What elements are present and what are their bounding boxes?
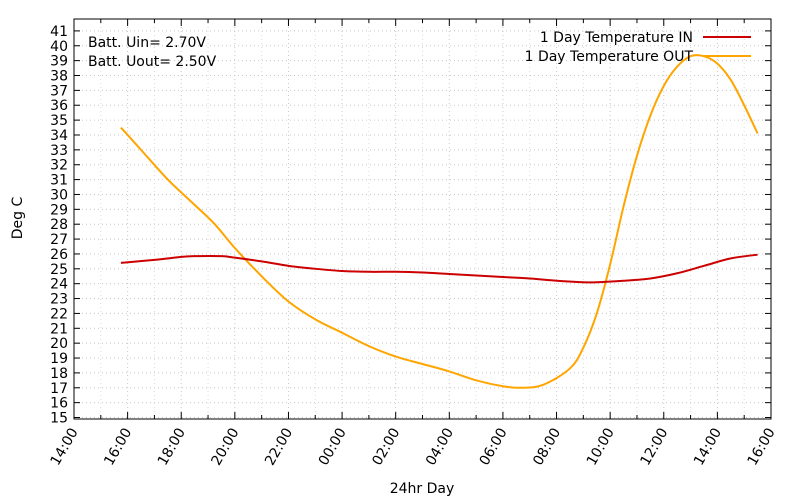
annotation-battery-in: Batt. Uin= 2.70V (88, 35, 206, 51)
y-tick-label: 19 (50, 351, 68, 367)
annotation-battery-out: Batt. Uout= 2.50V (88, 54, 217, 70)
y-tick-label: 28 (50, 217, 68, 233)
y-tick-label: 41 (50, 24, 68, 40)
series-line-temperature-in (120, 253, 758, 284)
y-tick-label: 17 (50, 381, 68, 397)
y-tick-label: 30 (50, 187, 68, 203)
legend-label-out: 1 Day Temperature OUT (525, 49, 694, 65)
y-tick-label: 38 (50, 69, 68, 85)
y-tick-label: 31 (50, 173, 68, 189)
y-tick-label: 36 (50, 98, 68, 114)
y-tick-label: 15 (50, 411, 68, 427)
y-tick-label: 40 (50, 39, 68, 55)
plot-frame (73, 18, 772, 420)
y-tick-label: 22 (50, 306, 68, 322)
y-tick-label: 25 (50, 262, 68, 278)
legend-label-in: 1 Day Temperature IN (540, 30, 693, 46)
series-line-temperature-out (120, 54, 759, 389)
y-axis-label: Deg C (10, 197, 26, 240)
y-tick-label: 21 (50, 321, 68, 337)
y-tick-label: 18 (50, 366, 68, 382)
y-tick-label: 26 (50, 247, 68, 263)
y-tick-label: 20 (50, 336, 68, 352)
y-tick-label: 27 (50, 232, 68, 248)
axis-ticks (73, 19, 772, 419)
legend: 1 Day Temperature IN 1 Day Temperature O… (525, 30, 751, 65)
y-tick-label: 16 (50, 396, 68, 412)
grid (73, 19, 772, 419)
y-tick-label: 39 (50, 54, 68, 70)
y-tick-label: 34 (50, 128, 68, 144)
y-tick-label: 32 (50, 158, 68, 174)
y-tick-label: 33 (50, 143, 68, 159)
y-tick-label: 23 (50, 292, 68, 308)
y-tick-label: 24 (50, 277, 68, 293)
x-axis-label: 24hr Day (390, 481, 455, 497)
y-tick-label: 35 (50, 113, 68, 129)
y-tick-labels: 1516171819202122232425262728293031323334… (50, 24, 68, 427)
series-layer (120, 54, 759, 389)
y-tick-label: 29 (50, 202, 68, 218)
y-tick-label: 37 (50, 83, 68, 99)
